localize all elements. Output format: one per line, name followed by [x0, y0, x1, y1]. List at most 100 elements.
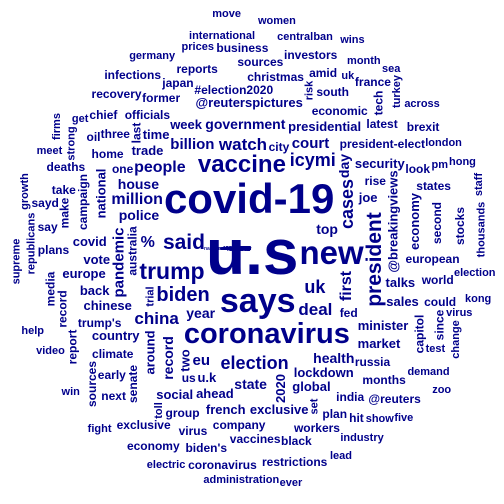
cloud-word: government — [205, 115, 286, 132]
cloud-word: governor — [228, 245, 250, 252]
cloud-word: scientists — [226, 245, 250, 252]
cloud-word: officials — [124, 108, 171, 123]
cloud-word: french — [205, 402, 246, 418]
cloud-word: democratic — [222, 245, 250, 252]
cloud-word: sanctions — [226, 245, 250, 252]
cloud-word: israel — [237, 245, 251, 252]
cloud-word: move — [212, 8, 242, 21]
cloud-word: tests — [239, 245, 251, 252]
cloud-word: uk — [341, 69, 355, 82]
cloud-word: lockdown — [293, 365, 354, 381]
cloud-word: win — [61, 385, 80, 398]
cloud-word: drop — [240, 245, 252, 252]
cloud-word: @reuters — [368, 392, 421, 407]
cloud-word: make — [57, 197, 72, 229]
cloud-word: energy — [234, 245, 251, 252]
cloud-word: seeks — [236, 245, 251, 252]
cloud-word: called — [236, 245, 251, 252]
cloud-word: hospital — [231, 245, 251, 252]
cloud-word: quarter — [233, 245, 251, 252]
cloud-word: sales — [386, 293, 419, 309]
cloud-word: devices — [232, 245, 251, 252]
cloud-word: challenge — [226, 245, 250, 252]
cloud-word: possible — [229, 245, 250, 252]
cloud-word: school — [234, 245, 251, 252]
cloud-word: brexit — [406, 119, 440, 134]
cloud-word: donald — [234, 245, 251, 252]
cloud-word: parts — [238, 245, 251, 252]
cloud-word: zoo — [432, 383, 452, 396]
cloud-word: public — [236, 245, 251, 252]
cloud-word: fed — [339, 306, 358, 321]
cloud-word: opposition — [224, 245, 250, 252]
cloud-word: korean — [234, 245, 251, 252]
cloud-word: pm — [431, 158, 448, 171]
cloud-word: canadian — [228, 245, 250, 252]
cloud-word: lead — [330, 449, 353, 462]
cloud-word: debate — [234, 245, 251, 252]
cloud-word: african — [234, 245, 251, 252]
cloud-word: kong — [464, 293, 492, 306]
cloud-word: mexico — [233, 245, 251, 252]
cloud-word: talks — [239, 245, 251, 252]
cloud-word: factbox — [232, 245, 251, 252]
cloud-word: 100 — [243, 245, 252, 252]
cloud-word: people — [134, 159, 186, 177]
cloud-word: say — [37, 219, 58, 234]
cloud-word: day — [336, 153, 353, 178]
cloud-word: students — [229, 245, 250, 252]
cloud-word: united — [235, 245, 251, 252]
cloud-word: central — [277, 31, 314, 44]
cloud-word: protests — [230, 245, 251, 252]
cloud-word: joe — [358, 190, 378, 206]
cloud-word: set — [308, 399, 321, 415]
cloud-word: administration — [203, 473, 280, 486]
cloud-word: france — [354, 75, 391, 90]
cloud-word: senate — [125, 365, 140, 404]
cloud-word: americans — [225, 245, 250, 252]
cloud-word: % — [140, 233, 155, 251]
cloud-word: expected — [228, 245, 250, 252]
cloud-word: black — [280, 434, 312, 448]
cloud-word: investors — [284, 48, 338, 63]
cloud-word: tiktok — [237, 245, 251, 252]
cloud-word: holiday — [232, 245, 251, 252]
cloud-word: house — [117, 176, 159, 193]
cloud-word: risk — [303, 81, 316, 101]
cloud-word: claims — [235, 245, 251, 252]
cloud-word: us — [181, 370, 196, 385]
cloud-word: economy — [407, 193, 423, 251]
cloud-word: growth — [19, 172, 32, 210]
cloud-word: change — [450, 319, 463, 359]
cloud-word: back — [79, 282, 110, 298]
cloud-word: vaccine — [197, 151, 286, 179]
cloud-word: city — [268, 139, 290, 154]
cloud-word: christmas — [247, 69, 304, 84]
cloud-word: germany — [129, 49, 176, 62]
cloud-word: record — [56, 290, 71, 328]
cloud-word: hundreds — [227, 245, 250, 252]
cloud-word: fight — [87, 422, 112, 435]
cloud-word: travel — [237, 245, 251, 252]
cloud-word: state — [234, 376, 267, 393]
cloud-word: women — [257, 14, 296, 27]
cloud-word: meet — [36, 145, 63, 158]
cloud-word: australian — [226, 245, 250, 252]
cloud-word: regulator — [228, 245, 250, 252]
cloud-word: attack — [236, 245, 251, 252]
cloud-word: show — [365, 413, 394, 426]
cloud-word: foreign — [233, 245, 251, 252]
cloud-word: national — [93, 168, 109, 219]
cloud-word: global — [292, 378, 331, 394]
cloud-word: supreme — [10, 238, 23, 285]
cloud-word: killed — [238, 245, 251, 252]
cloud-word: japan — [162, 75, 194, 90]
cloud-word: prime — [237, 245, 251, 252]
cloud-word: huawei — [233, 245, 251, 252]
cloud-word: low — [243, 245, 252, 252]
cloud-word: children — [230, 245, 250, 252]
cloud-word: tech — [371, 91, 386, 116]
cloud-word: market — [357, 336, 401, 352]
cloud-word: shares — [234, 245, 251, 252]
cloud-word: judge — [237, 245, 251, 252]
